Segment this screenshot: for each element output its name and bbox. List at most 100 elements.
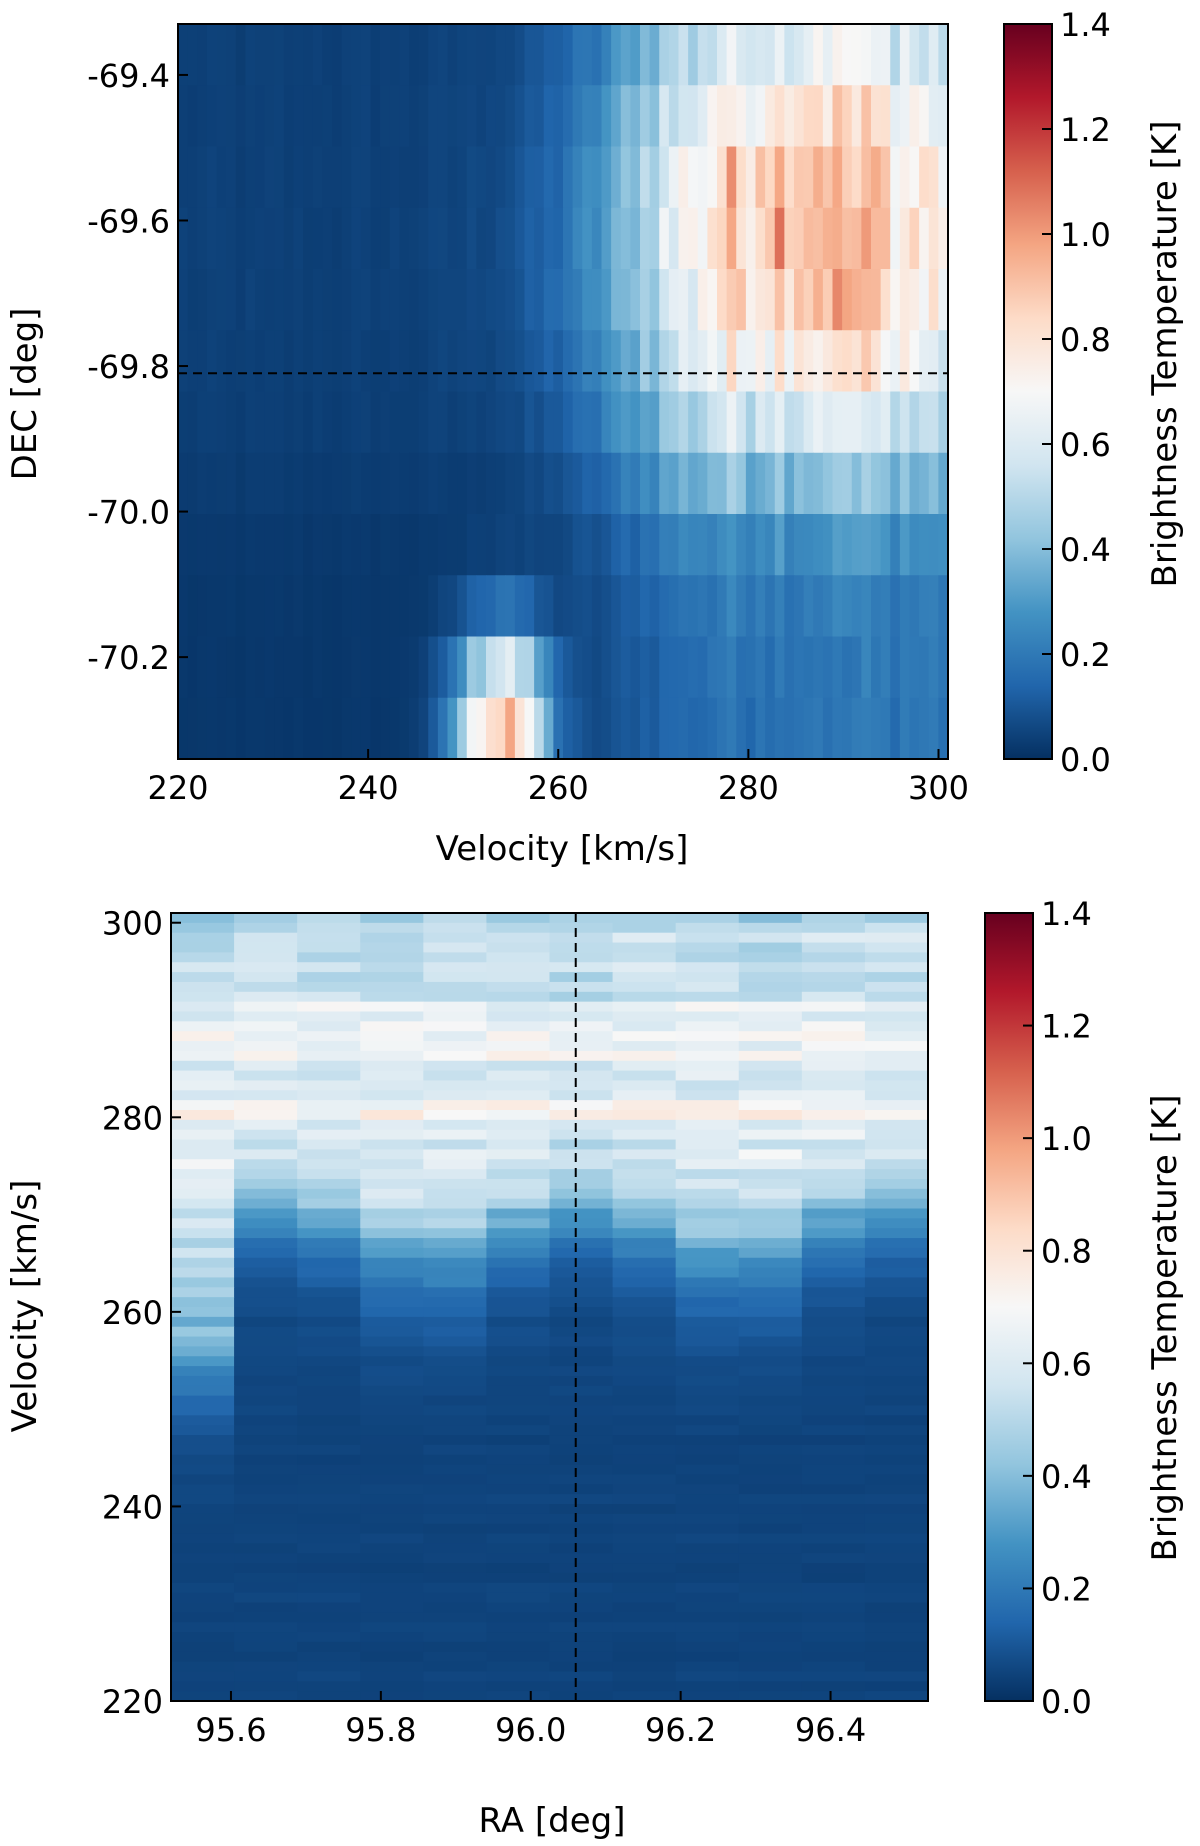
heatmap-cell [255, 575, 266, 638]
heatmap-cell [234, 1494, 298, 1505]
heatmap-cell [428, 575, 439, 638]
heatmap-cell [864, 1041, 929, 1052]
heatmap-cell [601, 575, 612, 638]
heatmap-cell [871, 207, 882, 270]
heatmap-cell [755, 269, 766, 331]
heatmap-cell [675, 1651, 740, 1663]
heatmap-cell [370, 24, 381, 86]
heatmap-cell [297, 1178, 361, 1190]
heatmap-cell [726, 85, 737, 148]
heatmap-cell [171, 1454, 235, 1466]
heatmap-cell [668, 269, 680, 331]
heatmap-cell [675, 1691, 740, 1702]
heatmap-cell [851, 269, 862, 331]
heatmap-cell [171, 1494, 235, 1505]
heatmap-cell [707, 269, 718, 331]
heatmap-cell [234, 1563, 298, 1574]
heatmap-cell [360, 1543, 424, 1554]
heatmap-cell [675, 952, 740, 963]
heatmap-cell [187, 85, 198, 148]
heatmap-cell [553, 636, 564, 699]
heatmap-cell [726, 636, 737, 699]
heatmap-cell [909, 514, 920, 576]
heatmap-cell [612, 1602, 677, 1613]
heatmap-cell [476, 575, 487, 638]
heatmap-cell [389, 391, 400, 454]
heatmap-cell [423, 1484, 488, 1495]
bottom-y-tick-label: 240 [102, 1488, 163, 1526]
heatmap-cell [360, 922, 424, 934]
heatmap-cell [293, 697, 304, 760]
heatmap-cell [899, 391, 911, 454]
heatmap-cell [234, 1307, 298, 1318]
heatmap-cell [864, 952, 929, 963]
heatmap-cell [675, 1238, 740, 1249]
heatmap-cell [549, 1110, 614, 1121]
heatmap-cell [171, 1149, 235, 1160]
heatmap-cell [612, 1582, 677, 1594]
heatmap-cell [360, 1641, 424, 1653]
heatmap-cell [423, 1543, 488, 1554]
heatmap-cell [423, 1149, 488, 1160]
heatmap-cell [171, 1090, 235, 1101]
heatmap-cell [803, 330, 814, 393]
heatmap-cell [738, 1681, 803, 1692]
heatmap-cell [423, 1169, 488, 1180]
heatmap-cell [864, 1159, 929, 1170]
heatmap-cell [297, 1504, 361, 1515]
heatmap-cell [738, 1494, 803, 1505]
heatmap-cell [842, 452, 853, 515]
heatmap-cell [611, 330, 622, 393]
heatmap-cell [360, 1080, 424, 1091]
heatmap-cell [524, 697, 535, 760]
heatmap-cell [738, 1366, 803, 1377]
heatmap-cell [630, 391, 641, 454]
heatmap-cell [234, 962, 298, 973]
heatmap-cell [612, 1415, 677, 1426]
heatmap-cell [813, 391, 824, 454]
heatmap-cell [864, 1257, 929, 1269]
heatmap-cell [649, 24, 660, 86]
heatmap-cell [423, 1050, 488, 1062]
heatmap-cell [697, 575, 708, 638]
heatmap-cell [234, 1247, 298, 1259]
heatmap-cell [774, 24, 785, 86]
heatmap-cell [514, 85, 526, 148]
heatmap-cell [360, 1070, 424, 1082]
heatmap-cell [851, 575, 862, 638]
heatmap-cell [341, 514, 352, 576]
heatmap-cell [864, 1326, 929, 1338]
heatmap-cell [486, 1119, 551, 1131]
heatmap-cell [423, 1641, 488, 1653]
heatmap-cell [801, 1169, 866, 1180]
heatmap-cell [178, 85, 189, 148]
heatmap-cell [864, 1425, 929, 1436]
heatmap-cell [370, 207, 381, 270]
top-x-tick-label: 240 [338, 769, 399, 807]
heatmap-cell [864, 1149, 929, 1160]
heatmap-cell [171, 1464, 235, 1476]
bottom-colorbar-tick-label: 0.0 [1041, 1683, 1092, 1721]
heatmap-cell [938, 146, 949, 209]
heatmap-cell [864, 1494, 929, 1505]
heatmap-cell [801, 981, 866, 993]
heatmap-cell [591, 269, 603, 331]
heatmap-cell [675, 1385, 740, 1397]
heatmap-cell [360, 1021, 424, 1032]
heatmap-cell [297, 1641, 361, 1653]
heatmap-cell [630, 146, 641, 209]
heatmap-cell [360, 85, 372, 148]
heatmap-cell [864, 942, 929, 953]
heatmap-cell [255, 85, 266, 148]
heatmap-cell [801, 1178, 866, 1190]
heatmap-cell [864, 1129, 929, 1141]
heatmap-cell [801, 1307, 866, 1318]
heatmap-cell [549, 1159, 614, 1170]
heatmap-cell [486, 207, 497, 270]
heatmap-cell [738, 1198, 803, 1210]
heatmap-cell [549, 1691, 614, 1702]
heatmap-cell [437, 636, 449, 699]
heatmap-cell [549, 1671, 614, 1682]
heatmap-cell [738, 913, 803, 924]
heatmap-cell [360, 1582, 424, 1594]
